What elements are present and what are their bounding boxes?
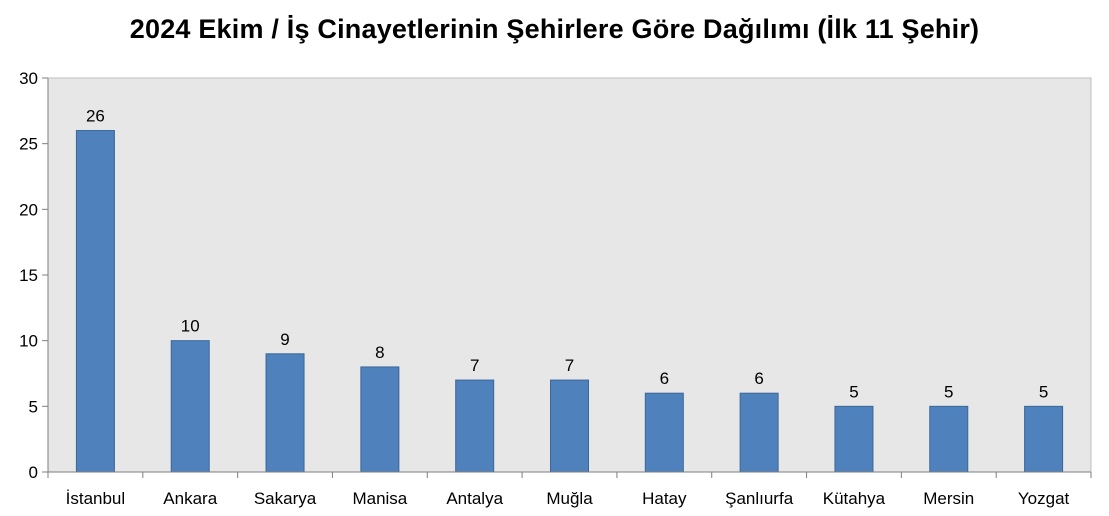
data-label: 9 [280,330,289,349]
data-label: 5 [944,382,953,401]
data-label: 10 [181,317,200,336]
y-tick-label: 30 [19,69,38,88]
data-label: 6 [660,369,669,388]
x-axis-ticks: İstanbul Ankara Sakarya Manisa Antalya Muğla H… [47,472,1092,508]
bars-layer [75,130,1064,473]
y-tick-label: 20 [19,200,38,219]
y-tick-label: 5 [29,397,38,416]
bar [75,130,115,473]
x-tick-label: Ankara [163,489,217,508]
x-tick-label: Antalya [446,489,503,508]
x-tick-label: Şanlıurfa [725,489,794,508]
data-label: 7 [470,356,479,375]
x-tick-label: Kütahya [823,489,886,508]
bar [170,340,210,473]
data-label: 5 [1039,382,1048,401]
bar [834,405,874,473]
data-label: 5 [849,382,858,401]
y-tick-label: 25 [19,135,38,154]
y-tick-label: 0 [29,463,38,482]
bar [550,379,589,473]
bar [644,392,684,473]
data-labels-layer: 26 10 9 8 7 7 6 6 5 5 5 [86,107,1048,402]
bar [1024,405,1064,473]
x-tick-label: İstanbul [66,489,126,508]
y-tick-label: 10 [19,332,38,351]
chart-title: 2024 Ekim / İş Cinayetlerinin Şehirlere … [129,14,980,44]
x-tick-label: Muğla [546,489,593,508]
bar [455,379,495,473]
data-label: 6 [754,369,763,388]
bar [739,392,779,473]
bar [929,405,969,473]
x-tick-label: Manisa [352,489,407,508]
x-tick-label: Yozgat [1018,489,1070,508]
x-tick-label: Mersin [923,489,974,508]
data-label: 7 [565,356,574,375]
data-label: 26 [86,107,105,126]
x-tick-label: Hatay [642,489,687,508]
x-tick-label: Sakarya [254,489,317,508]
data-label: 8 [375,343,384,362]
y-tick-label: 15 [19,266,38,285]
bar [360,366,400,473]
bar [265,353,305,473]
y-axis-ticks: 0 5 10 15 20 25 30 [19,69,48,482]
